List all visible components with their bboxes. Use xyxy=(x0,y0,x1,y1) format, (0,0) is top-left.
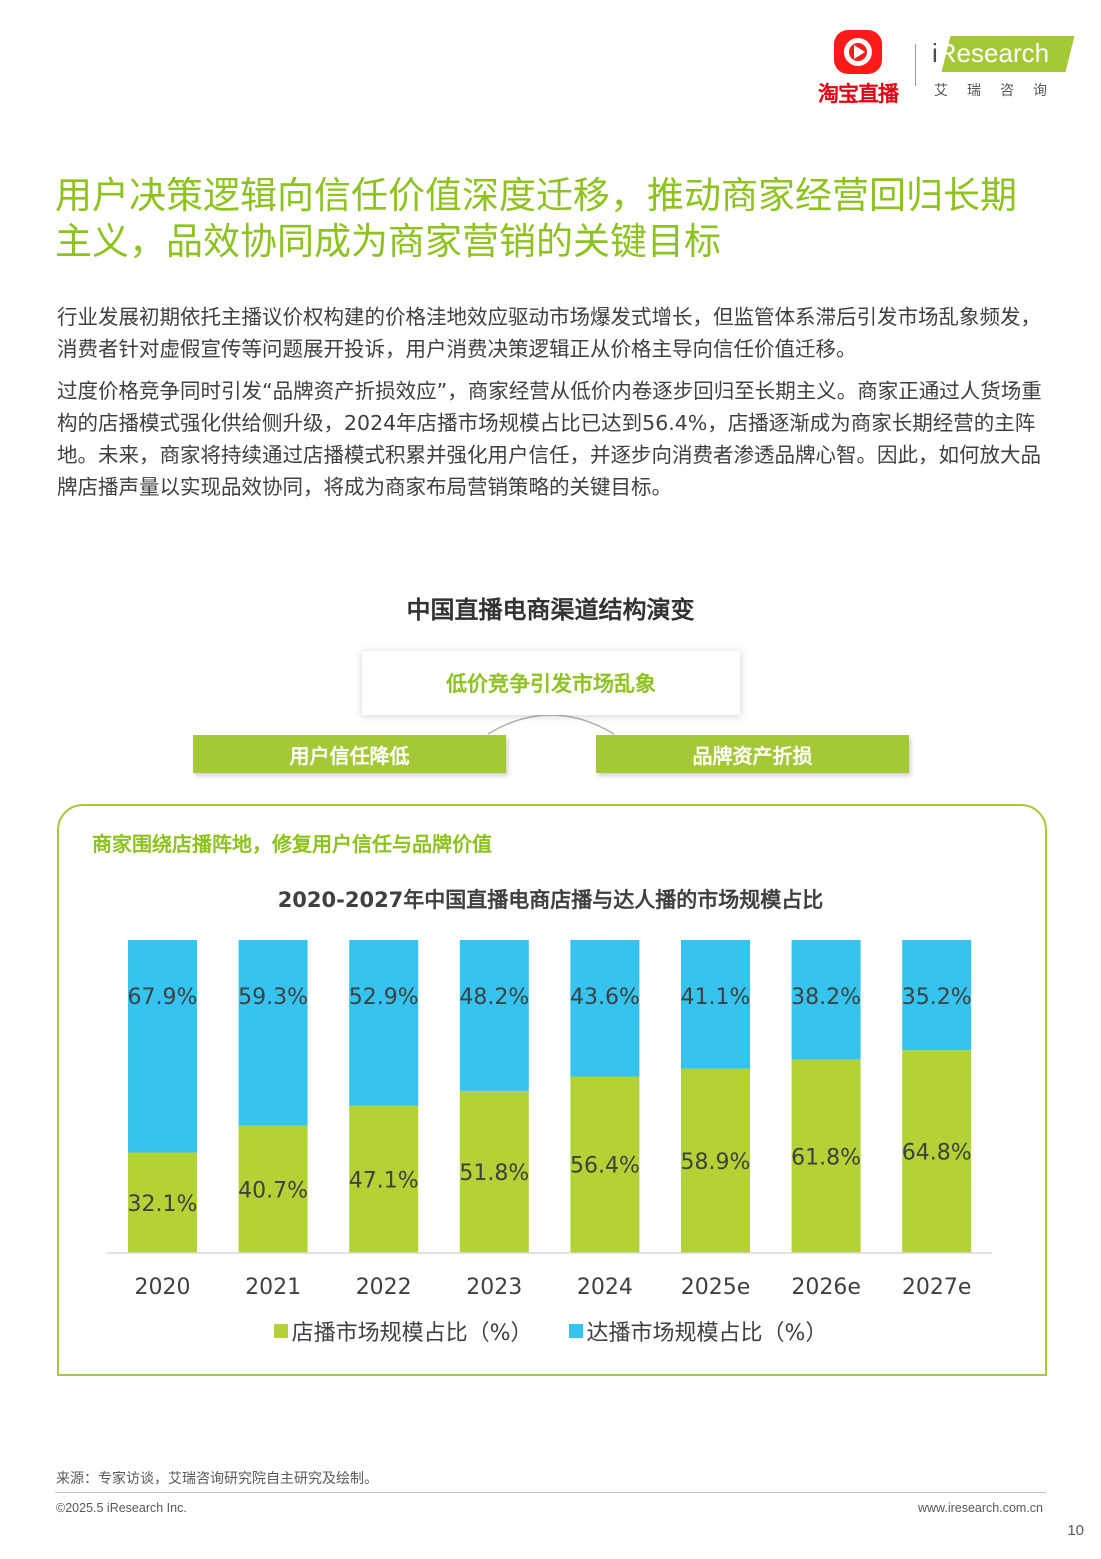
bar-segment xyxy=(128,940,197,1153)
taobao-live-logo: 淘宝直播 xyxy=(812,30,904,106)
data-label: 56.4% xyxy=(570,1154,640,1179)
x-tick-label: 2020 xyxy=(135,1275,191,1300)
bar-segment xyxy=(128,1152,197,1253)
source-note: 来源：专家访谈，艾瑞咨询研究院自主研究及绘制。 xyxy=(56,1471,378,1487)
data-label: 67.9% xyxy=(128,985,198,1010)
logo-divider xyxy=(915,44,916,86)
connector-arc xyxy=(487,714,615,735)
data-label: 40.7% xyxy=(238,1178,308,1203)
panel-subtitle: 商家围绕店播阵地，修复用户信任与品牌价值 xyxy=(92,832,492,856)
x-tick-label: 2022 xyxy=(356,1275,412,1300)
legend-label-influencer: 达播市场规模占比（%） xyxy=(586,1321,828,1346)
x-tick-label: 2024 xyxy=(577,1275,633,1300)
x-tick-label: 2026e xyxy=(791,1275,861,1300)
x-tick-label: 2023 xyxy=(466,1275,522,1300)
legend-item-store: 店播市场规模占比（%） xyxy=(273,1315,533,1347)
diagram-title: 中国直播电商渠道结构演变 xyxy=(406,596,695,624)
iresearch-logo-text: Research xyxy=(937,38,1050,68)
data-label: 47.1% xyxy=(349,1168,419,1193)
data-label: 35.2% xyxy=(902,985,972,1010)
bar-segment xyxy=(681,1068,750,1253)
copyright: ©2025.5 iResearch Inc. xyxy=(56,1501,187,1515)
x-tick-label: 2027e xyxy=(902,1275,972,1300)
legend-swatch-influencer xyxy=(568,1324,583,1338)
right-green-bar: 品牌资产折损 xyxy=(596,735,909,773)
bar-segment xyxy=(238,1125,308,1253)
bar-segment xyxy=(902,1050,972,1253)
data-label: 58.9% xyxy=(681,1150,751,1175)
iresearch-logo-cn: 艾瑞咨询 xyxy=(934,83,1066,99)
legend-label-store: 店播市场规模占比（%） xyxy=(291,1321,533,1346)
bar-segment xyxy=(238,940,308,1126)
data-label: 43.6% xyxy=(570,985,640,1010)
page-title: 用户决策逻辑向信任价值深度迁移，推动商家经营回归长期主义，品效协同成为商家营销的… xyxy=(55,174,1017,263)
bar-segment xyxy=(902,940,972,1051)
footer-divider xyxy=(55,1492,1046,1493)
data-label: 61.8% xyxy=(791,1145,861,1170)
x-tick-label: 2021 xyxy=(245,1275,301,1300)
website: www.iresearch.com.cn xyxy=(917,1501,1043,1515)
page-number: 10 xyxy=(1067,1522,1084,1539)
body-paragraph-2: 过度价格竞争同时引发“品牌资产折损效应”，商家经营从低价内卷逐步回归至长期主义。… xyxy=(57,379,1042,499)
bar-segment xyxy=(349,940,419,1106)
bar-segment xyxy=(681,940,750,1069)
bar-segment xyxy=(791,1059,861,1253)
play-icon xyxy=(834,30,882,74)
data-label: 51.8% xyxy=(459,1161,529,1186)
bar-segment xyxy=(459,1090,529,1253)
data-label: 64.8% xyxy=(902,1141,972,1166)
x-tick-label: 2025e xyxy=(681,1275,751,1300)
chart-title: 2020-2027年中国直播电商店播与达人播的市场规模占比 xyxy=(277,888,824,912)
legend-swatch-store xyxy=(273,1324,288,1338)
data-label: 41.1% xyxy=(681,985,751,1010)
bar-segment xyxy=(570,1076,640,1253)
data-label: 59.3% xyxy=(238,985,308,1010)
bar-segment xyxy=(349,1105,419,1253)
top-box: 低价竞争引发市场乱象 xyxy=(362,651,740,715)
iresearch-logo: iResearch 艾瑞咨询 xyxy=(928,30,1075,102)
bar-segment xyxy=(791,940,861,1060)
bar-segment xyxy=(570,940,640,1077)
taobao-logo-text: 淘宝直播 xyxy=(818,82,899,106)
data-label: 52.9% xyxy=(349,985,419,1010)
chart-legend: 店播市场规模占比（%） 达播市场规模占比（%） xyxy=(0,1315,1101,1347)
bar-segment xyxy=(459,940,529,1091)
legend-item-influencer: 达播市场规模占比（%） xyxy=(568,1315,828,1347)
iresearch-logo-i: i xyxy=(932,38,938,68)
data-label: 38.2% xyxy=(791,985,861,1010)
left-green-bar: 用户信任降低 xyxy=(193,735,506,773)
data-label: 48.2% xyxy=(459,985,529,1010)
chart-panel xyxy=(57,804,1047,1376)
data-label: 32.1% xyxy=(128,1192,198,1217)
body-paragraph-1: 行业发展初期依托主播议价权构建的价格洼地效应驱动市场爆发式增长，但监管体系滞后引… xyxy=(57,305,1041,361)
